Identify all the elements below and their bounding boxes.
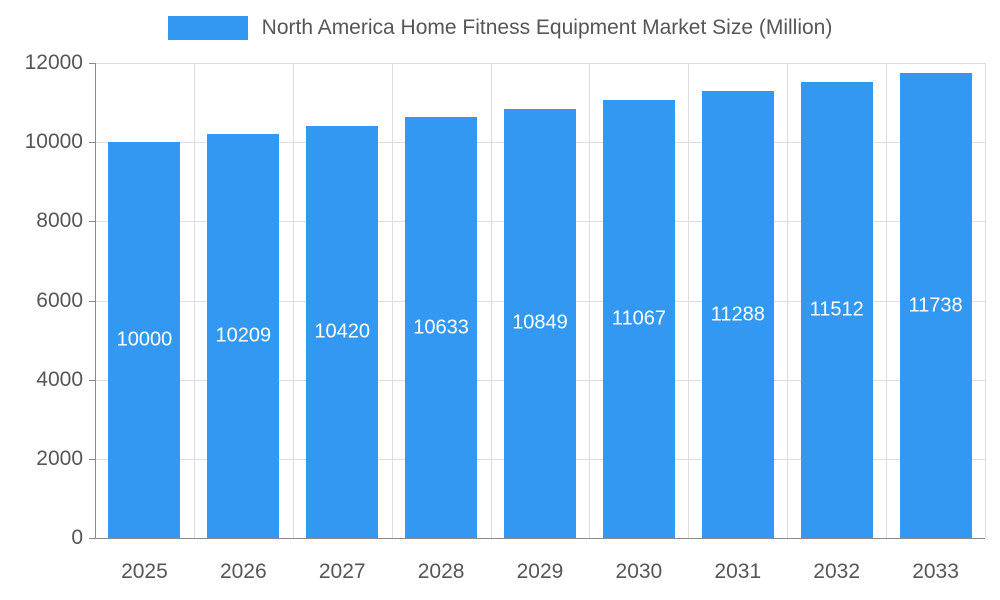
bar[interactable] xyxy=(800,82,873,538)
y-axis-tick-label: 12000 xyxy=(24,51,83,74)
bar[interactable] xyxy=(207,133,280,538)
gridline-vertical xyxy=(193,63,195,538)
gridline-vertical xyxy=(292,63,294,538)
y-axis-tick xyxy=(89,300,95,302)
bar[interactable] xyxy=(108,142,181,538)
gridline-vertical xyxy=(886,63,888,538)
x-axis-tick-label: 2028 xyxy=(417,560,465,583)
legend-label: North America Home Fitness Equipment Mar… xyxy=(261,16,833,39)
x-axis-line xyxy=(95,538,985,539)
bar-value-label: 10633 xyxy=(413,316,469,339)
x-axis-tick-label: 2025 xyxy=(121,560,168,583)
x-axis-tick-label: 2026 xyxy=(219,560,267,583)
bar-value-label: 11738 xyxy=(908,294,963,317)
x-axis-tick-label: 2032 xyxy=(813,560,861,583)
chart-legend-item[interactable]: North America Home Fitness Equipment Mar… xyxy=(0,16,1000,40)
legend-color-swatch xyxy=(167,16,248,40)
bar[interactable] xyxy=(405,117,478,538)
gridline-vertical xyxy=(688,63,690,538)
y-axis-tick-label: 8000 xyxy=(36,209,83,233)
x-axis-tick-label: 2030 xyxy=(615,560,663,583)
gridline-vertical xyxy=(787,63,789,538)
y-axis-tick xyxy=(89,538,95,539)
bar[interactable] xyxy=(504,108,576,538)
bar-value-label: 10000 xyxy=(116,328,173,351)
y-axis-tick-label: 2000 xyxy=(36,446,83,470)
y-axis-tick xyxy=(89,458,95,460)
gridline-vertical xyxy=(490,63,492,538)
y-axis-tick xyxy=(89,221,95,223)
bar-value-label: 10420 xyxy=(314,320,371,343)
y-axis-tick-label: 0 xyxy=(71,526,83,549)
bar-value-label: 11512 xyxy=(809,298,864,321)
y-axis-tick xyxy=(89,142,95,144)
x-axis-tick-label: 2033 xyxy=(912,560,959,583)
bar[interactable] xyxy=(701,91,774,538)
x-axis-tick-label: 2031 xyxy=(714,560,762,583)
gridline-vertical xyxy=(589,63,591,538)
y-axis-line xyxy=(95,63,96,538)
bar-value-label: 10209 xyxy=(215,324,272,347)
y-axis-tick-label: 6000 xyxy=(36,288,83,312)
y-axis-tick xyxy=(89,63,95,64)
bar-value-label: 10849 xyxy=(512,311,568,334)
x-axis-tick-label: 2027 xyxy=(318,560,366,583)
bar[interactable] xyxy=(602,99,675,538)
bar-value-label: 11288 xyxy=(710,303,765,326)
x-axis-tick-label: 2029 xyxy=(516,560,564,583)
gridline-horizontal xyxy=(95,63,985,64)
y-axis-tick-label: 4000 xyxy=(36,367,83,391)
y-axis-tick-label: 10000 xyxy=(24,130,83,154)
gridline-vertical xyxy=(391,63,393,538)
gridline-vertical xyxy=(985,63,986,538)
bar[interactable] xyxy=(306,125,379,538)
bar[interactable] xyxy=(899,73,972,538)
bar-value-label: 11067 xyxy=(611,307,666,330)
y-axis-tick xyxy=(89,379,95,381)
